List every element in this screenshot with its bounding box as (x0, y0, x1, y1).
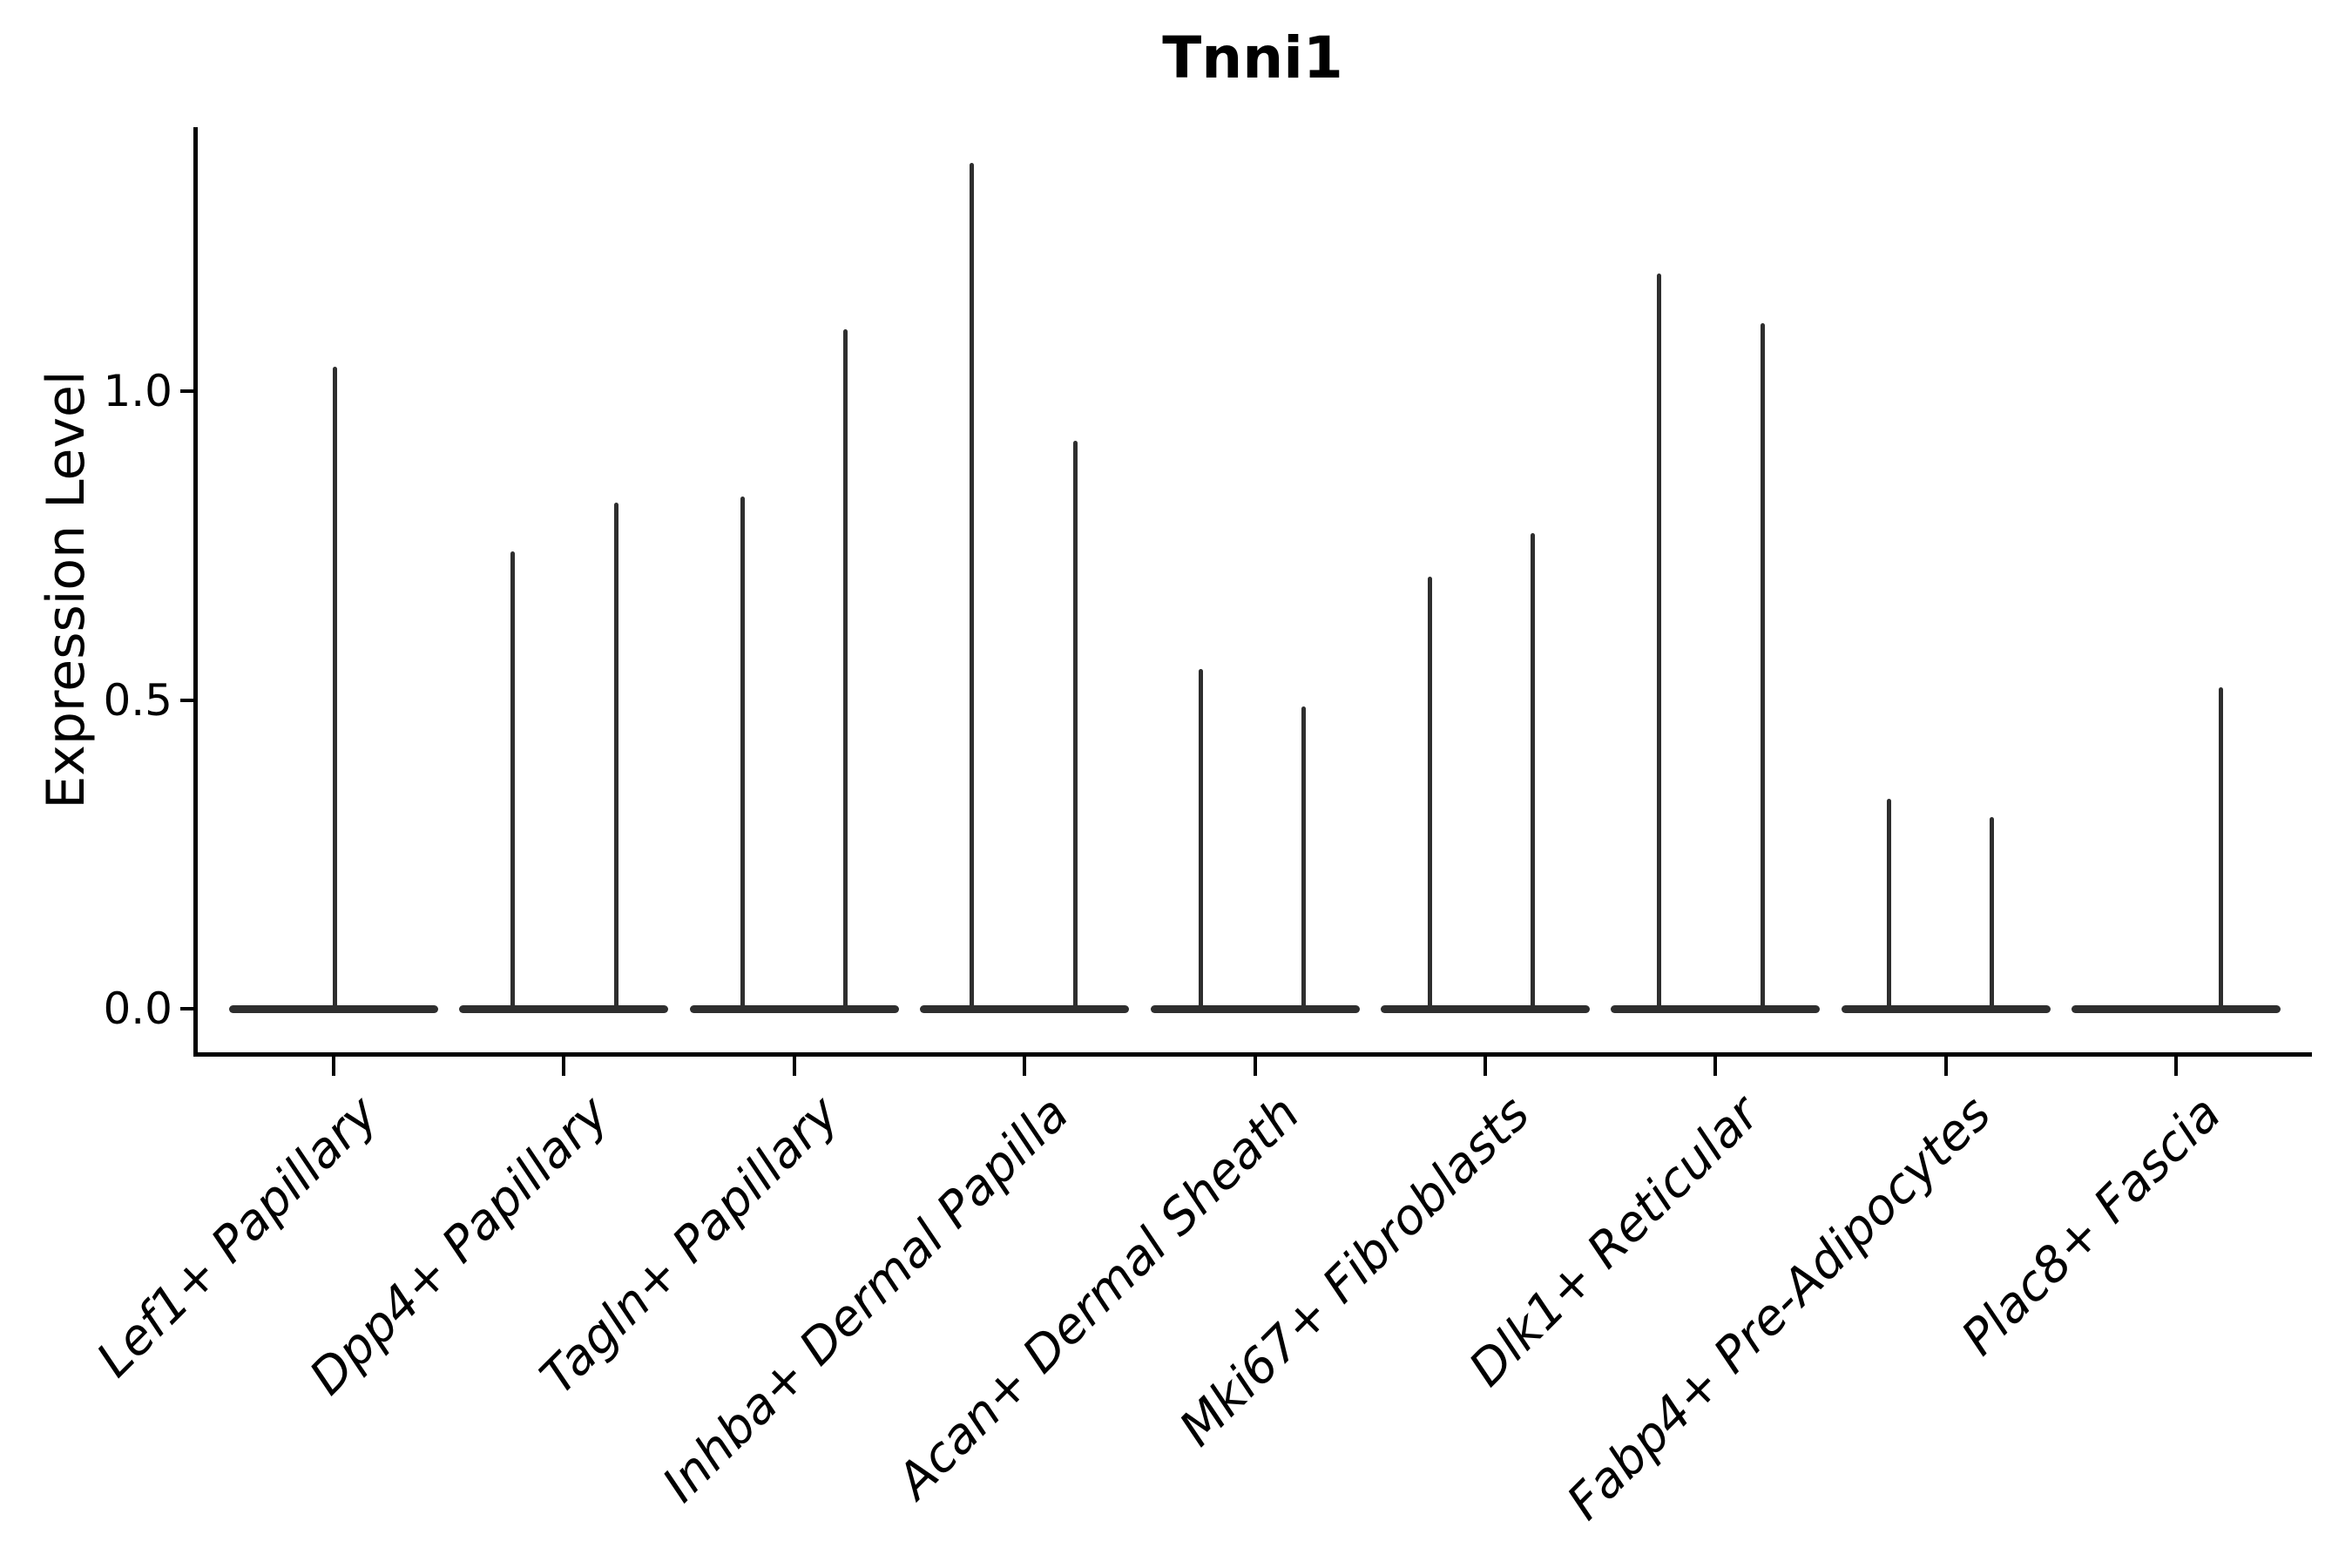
y-tick-mark (180, 698, 196, 702)
x-tick-mark (1713, 1057, 1717, 1076)
x-tick-mark (2174, 1057, 2178, 1076)
x-tick-label: Inhba+ Dermal Papilla (652, 1085, 1080, 1514)
x-tick-label: Acan+ Dermal Sheath (886, 1085, 1311, 1510)
x-axis-spine (193, 1052, 2312, 1057)
y-tick-mark (180, 1007, 196, 1010)
violin-spike (1887, 798, 1891, 1012)
violin-spike (333, 366, 337, 1012)
violin-spike (510, 551, 515, 1012)
chart-title: Tnni1 (1162, 24, 1343, 91)
violin-baseline (1381, 1005, 1590, 1013)
y-axis-spine (193, 127, 198, 1057)
y-tick-label: 0.5 (103, 674, 172, 726)
violin-spike (1199, 669, 1203, 1012)
x-tick-mark (1484, 1057, 1487, 1076)
violin-baseline (1611, 1005, 1820, 1013)
violin-spike (970, 162, 974, 1012)
violin-spike (740, 496, 745, 1012)
x-tick-mark (1023, 1057, 1026, 1076)
violin-baseline (2072, 1005, 2281, 1013)
y-tick-mark (180, 389, 196, 393)
violin-spike (1761, 323, 1765, 1012)
violin-spike (843, 329, 848, 1012)
x-tick-mark (1944, 1057, 1948, 1076)
violin-spike (1428, 576, 1432, 1012)
x-tick-mark (562, 1057, 565, 1076)
violin-spike (614, 502, 618, 1012)
y-tick-label: 1.0 (103, 366, 172, 416)
violin-baseline (690, 1005, 899, 1013)
violin-baseline (459, 1005, 668, 1013)
x-tick-mark (1254, 1057, 1257, 1076)
violin-spike (1990, 817, 1994, 1012)
x-tick-label: Fabp4+ Pre-Adipocytes (1556, 1085, 2002, 1531)
violin-spike (1657, 274, 1661, 1012)
x-tick-mark (793, 1057, 796, 1076)
y-axis-label: Expression Level (36, 370, 97, 809)
violin-baseline (920, 1005, 1129, 1013)
violin-spike (1073, 440, 1078, 1012)
violin-baseline (1151, 1005, 1360, 1013)
violin-spike (1531, 533, 1535, 1012)
violin-baseline (1842, 1005, 2051, 1013)
violin-spike (2219, 687, 2223, 1012)
x-tick-mark (332, 1057, 335, 1076)
y-tick-label: 0.0 (103, 983, 172, 1034)
violin-spike (1301, 706, 1306, 1012)
